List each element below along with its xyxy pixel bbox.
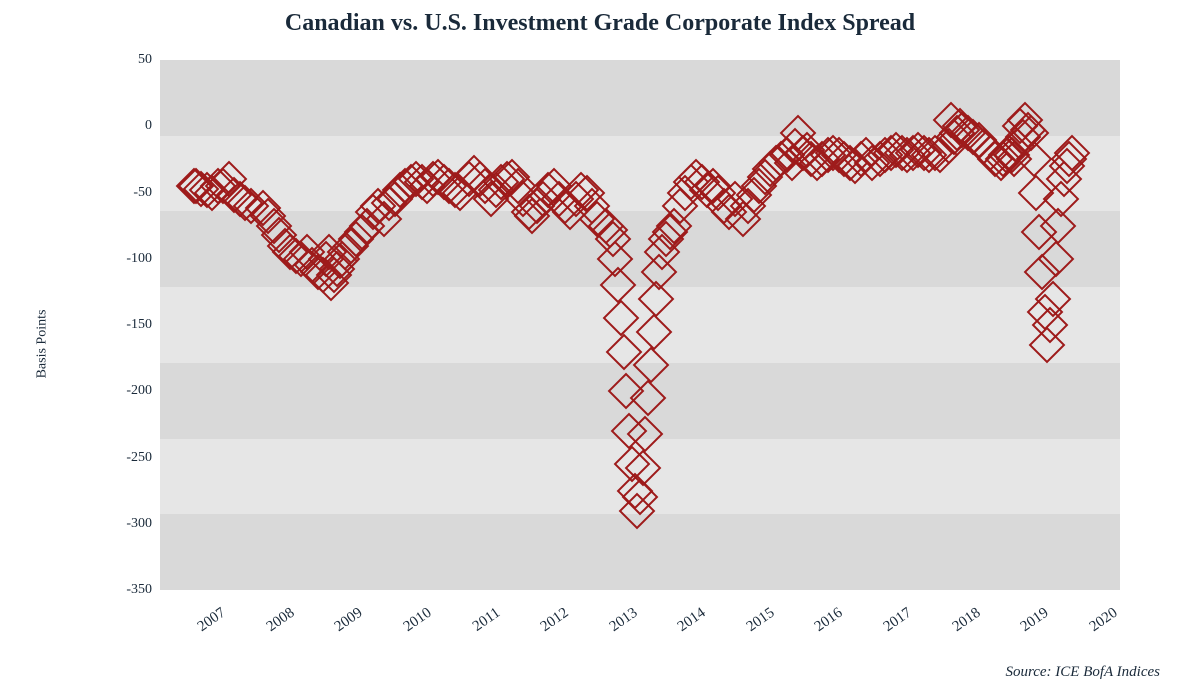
- x-tick-label: 2020: [1076, 590, 1121, 636]
- y-tick-label: 0: [145, 118, 160, 134]
- x-tick-label: 2017: [870, 590, 915, 636]
- y-tick-label: -100: [126, 251, 160, 267]
- y-tick-label: -350: [126, 582, 160, 598]
- x-tick-label: 2013: [596, 590, 641, 636]
- x-tick-label: 2010: [390, 590, 435, 636]
- x-tick-label: 2011: [459, 590, 503, 636]
- x-tick-label: 2018: [939, 590, 984, 636]
- y-axis-label: Basis Points: [34, 309, 50, 378]
- plot-area: 500-50-100-150-200-250-300-3502007200820…: [160, 60, 1120, 590]
- x-tick-label: 2019: [1008, 590, 1053, 636]
- y-tick-label: -50: [133, 185, 160, 201]
- x-tick-label: 2016: [802, 590, 847, 636]
- chart-container: Canadian vs. U.S. Investment Grade Corpo…: [0, 0, 1200, 687]
- x-tick-label: 2008: [253, 590, 298, 636]
- x-tick-label: 2015: [733, 590, 778, 636]
- y-tick-label: -200: [126, 383, 160, 399]
- y-tick-label: -300: [126, 516, 160, 532]
- x-tick-label: 2012: [528, 590, 573, 636]
- y-tick-label: 50: [138, 52, 160, 68]
- x-tick-label: 2009: [322, 590, 367, 636]
- x-tick-label: 2014: [665, 590, 710, 636]
- y-tick-label: -250: [126, 450, 160, 466]
- chart-title: Canadian vs. U.S. Investment Grade Corpo…: [0, 10, 1200, 37]
- chart-source: Source: ICE BofA Indices: [1005, 664, 1160, 681]
- y-tick-label: -150: [126, 317, 160, 333]
- x-tick-label: 2007: [185, 590, 230, 636]
